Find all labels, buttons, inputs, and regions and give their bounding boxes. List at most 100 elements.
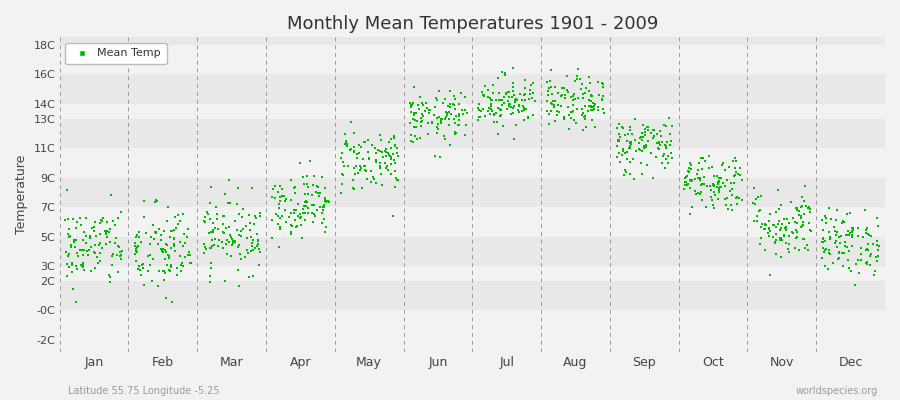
Point xyxy=(545,97,560,104)
Point xyxy=(197,217,211,224)
Point xyxy=(641,138,655,144)
Point xyxy=(94,244,109,251)
Point xyxy=(502,103,517,110)
Point xyxy=(64,242,78,248)
Point xyxy=(448,106,463,112)
Point xyxy=(583,106,598,113)
Point xyxy=(335,171,349,177)
Point xyxy=(858,207,872,214)
Point xyxy=(68,299,83,305)
Point xyxy=(104,252,119,259)
Point xyxy=(732,195,746,201)
Point xyxy=(640,161,654,168)
Point xyxy=(788,219,802,226)
Point xyxy=(459,122,473,128)
Point xyxy=(711,181,725,187)
Point xyxy=(357,138,372,145)
Point xyxy=(746,200,760,206)
Point xyxy=(182,249,196,255)
Point xyxy=(818,247,832,254)
Point xyxy=(790,234,805,240)
Point xyxy=(432,113,446,120)
Point xyxy=(617,150,632,156)
Point xyxy=(774,254,788,260)
Point xyxy=(224,252,238,259)
Point xyxy=(298,210,312,216)
Point xyxy=(386,151,400,158)
Point xyxy=(273,198,287,204)
Point xyxy=(246,237,260,244)
Point xyxy=(386,157,400,163)
Point xyxy=(791,208,806,214)
Point xyxy=(638,144,652,150)
Point xyxy=(273,224,287,230)
Point xyxy=(770,224,784,231)
Point xyxy=(69,266,84,272)
Point xyxy=(136,261,150,267)
Point xyxy=(373,163,387,170)
Point xyxy=(284,231,299,237)
Point xyxy=(113,256,128,262)
Point xyxy=(595,81,609,87)
Point xyxy=(403,103,418,110)
Point xyxy=(148,236,162,242)
Point xyxy=(774,202,788,208)
Point xyxy=(175,268,189,274)
Point xyxy=(704,194,718,200)
Point xyxy=(665,123,680,129)
Point xyxy=(359,168,374,174)
Point xyxy=(158,249,173,255)
Point xyxy=(766,234,780,241)
Point xyxy=(437,136,452,143)
Point xyxy=(318,198,332,204)
Point xyxy=(284,176,298,183)
Point xyxy=(388,160,402,166)
Point xyxy=(681,167,696,174)
Point xyxy=(60,253,75,259)
Point xyxy=(758,246,772,253)
Point xyxy=(546,102,561,108)
Point xyxy=(222,177,237,184)
Point xyxy=(866,241,880,247)
Point xyxy=(164,245,178,251)
Point xyxy=(840,244,854,250)
Point xyxy=(88,219,103,225)
Point xyxy=(796,210,811,217)
Point xyxy=(567,91,581,97)
Point xyxy=(148,196,163,203)
Point xyxy=(578,90,592,97)
Point xyxy=(591,92,606,98)
Point xyxy=(130,248,144,255)
Point xyxy=(617,132,632,139)
Point xyxy=(491,90,506,96)
Point xyxy=(702,153,716,159)
Point xyxy=(503,104,517,110)
Point xyxy=(493,107,508,114)
Point xyxy=(570,76,584,82)
Point xyxy=(661,160,675,166)
Point xyxy=(446,93,461,99)
Point xyxy=(219,225,233,232)
Point xyxy=(803,226,817,233)
Point xyxy=(841,228,855,234)
Point xyxy=(706,205,721,211)
Point xyxy=(860,259,874,266)
Point xyxy=(844,232,859,238)
Point xyxy=(158,270,172,276)
Point xyxy=(846,227,860,233)
Point xyxy=(634,148,649,154)
Point xyxy=(822,250,836,256)
Point xyxy=(314,210,328,216)
Point xyxy=(346,144,361,150)
Point xyxy=(695,166,709,172)
Point xyxy=(369,180,383,186)
Point xyxy=(129,234,143,240)
Point xyxy=(204,184,219,190)
Point xyxy=(506,105,520,112)
Point xyxy=(617,167,632,174)
Point xyxy=(680,179,694,185)
Point xyxy=(295,235,310,241)
Point xyxy=(570,106,584,112)
Point xyxy=(636,134,651,140)
Point xyxy=(343,146,357,153)
